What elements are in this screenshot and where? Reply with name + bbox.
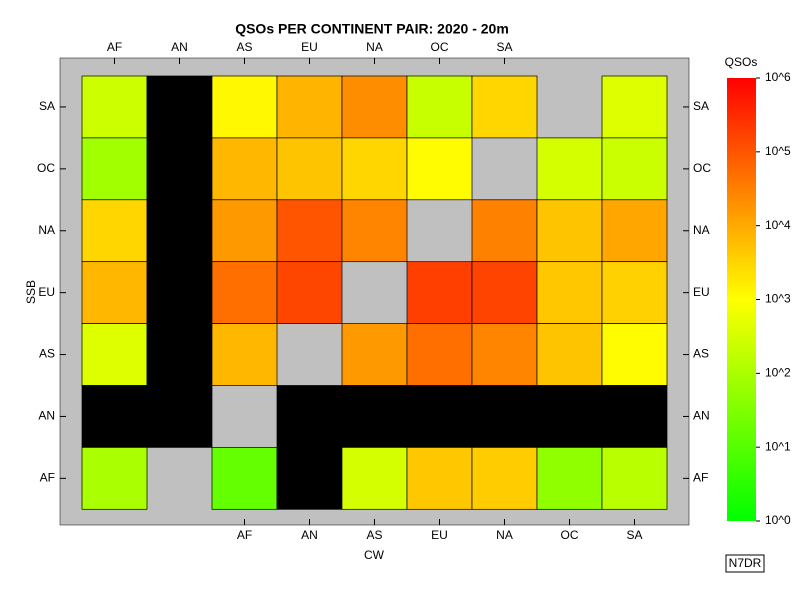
cell (211, 199, 278, 263)
credit: N7DR (729, 556, 762, 570)
x-tick-label: AN (301, 528, 318, 542)
y-tick-label: OC (37, 161, 55, 175)
cell (146, 137, 213, 201)
cell (81, 385, 148, 448)
cell (471, 261, 538, 324)
cell (81, 261, 148, 324)
y-right-tick-label: AS (693, 347, 709, 361)
cell (276, 75, 343, 139)
cell (406, 447, 473, 510)
cell (276, 385, 343, 448)
cell (211, 261, 278, 324)
cell (211, 75, 278, 139)
cell (471, 75, 538, 139)
credit-box (725, 554, 765, 573)
cell (601, 137, 668, 201)
cell (211, 447, 278, 510)
cell (601, 323, 668, 386)
cell (406, 385, 473, 448)
y-right-tick-label: EU (693, 285, 710, 299)
cell (276, 199, 343, 263)
cell (536, 137, 603, 201)
y-axis-label: SSB (24, 280, 38, 304)
cell (471, 323, 538, 386)
cell (601, 199, 668, 263)
cell (341, 385, 408, 448)
cell (601, 385, 668, 448)
cell (536, 323, 603, 386)
cell (276, 447, 343, 510)
cell (471, 199, 538, 263)
colorbar-tick-label: 10^1 (765, 439, 791, 453)
cell (536, 385, 603, 448)
cell (211, 137, 278, 201)
cell (81, 199, 148, 263)
colorbar-tick-label: 10^2 (765, 366, 791, 380)
cell (341, 447, 408, 510)
y-right-tick-label: NA (693, 223, 710, 237)
colorbar-tick-label: 10^4 (765, 218, 791, 232)
x-top-tick-label: SA (496, 40, 512, 54)
x-top-tick-label: NA (366, 40, 383, 54)
cell (601, 261, 668, 324)
cell (341, 323, 408, 386)
cell (471, 447, 538, 510)
cell (406, 261, 473, 324)
colorbar-tick-label: 10^0 (765, 513, 791, 527)
cell (341, 75, 408, 139)
cell (146, 323, 213, 386)
y-right-tick-label: SA (693, 99, 709, 113)
cell (406, 323, 473, 386)
cell (406, 137, 473, 201)
x-tick-label: OC (561, 528, 579, 542)
cell (146, 261, 213, 324)
x-top-tick-label: EU (301, 40, 318, 54)
y-right-tick-label: AF (693, 471, 708, 485)
cell (341, 199, 408, 263)
colorbar (727, 78, 756, 521)
y-tick-label: NA (38, 223, 55, 237)
cell (146, 75, 213, 139)
y-right-tick-label: OC (693, 161, 711, 175)
colorbar-title: QSOs (725, 55, 758, 69)
cell (471, 385, 538, 448)
cell (341, 137, 408, 201)
cell (536, 261, 603, 324)
cell (601, 75, 668, 139)
cell (276, 261, 343, 324)
x-tick-label: SA (626, 528, 642, 542)
chart-title: QSOs PER CONTINENT PAIR: 2020 - 20m (235, 21, 509, 37)
cell (276, 137, 343, 201)
cell (81, 323, 148, 386)
x-top-tick-label: OC (431, 40, 449, 54)
x-tick-label: AF (237, 528, 252, 542)
x-top-tick-label: AF (107, 40, 122, 54)
cell (536, 447, 603, 510)
x-axis-label: CW (364, 548, 385, 562)
cell (81, 75, 148, 139)
cell (211, 323, 278, 386)
x-tick-label: AS (366, 528, 382, 542)
y-tick-label: AF (40, 471, 55, 485)
colorbar-tick-label: 10^3 (765, 292, 791, 306)
x-top-tick-label: AS (236, 40, 252, 54)
y-tick-label: AN (38, 409, 55, 423)
cell (406, 75, 473, 139)
cell (81, 447, 148, 510)
y-right-tick-label: AN (693, 409, 710, 423)
cell (601, 447, 668, 510)
x-tick-label: NA (496, 528, 513, 542)
cell (81, 137, 148, 201)
y-tick-label: AS (39, 347, 55, 361)
y-tick-label: SA (39, 99, 55, 113)
x-tick-label: EU (431, 528, 448, 542)
colorbar-tick-label: 10^5 (765, 144, 791, 158)
x-top-tick-label: AN (171, 40, 188, 54)
colorbar-tick-label: 10^6 (765, 70, 791, 84)
cell (146, 385, 213, 448)
y-tick-label: EU (38, 285, 55, 299)
cell (536, 199, 603, 263)
cell (146, 199, 213, 263)
